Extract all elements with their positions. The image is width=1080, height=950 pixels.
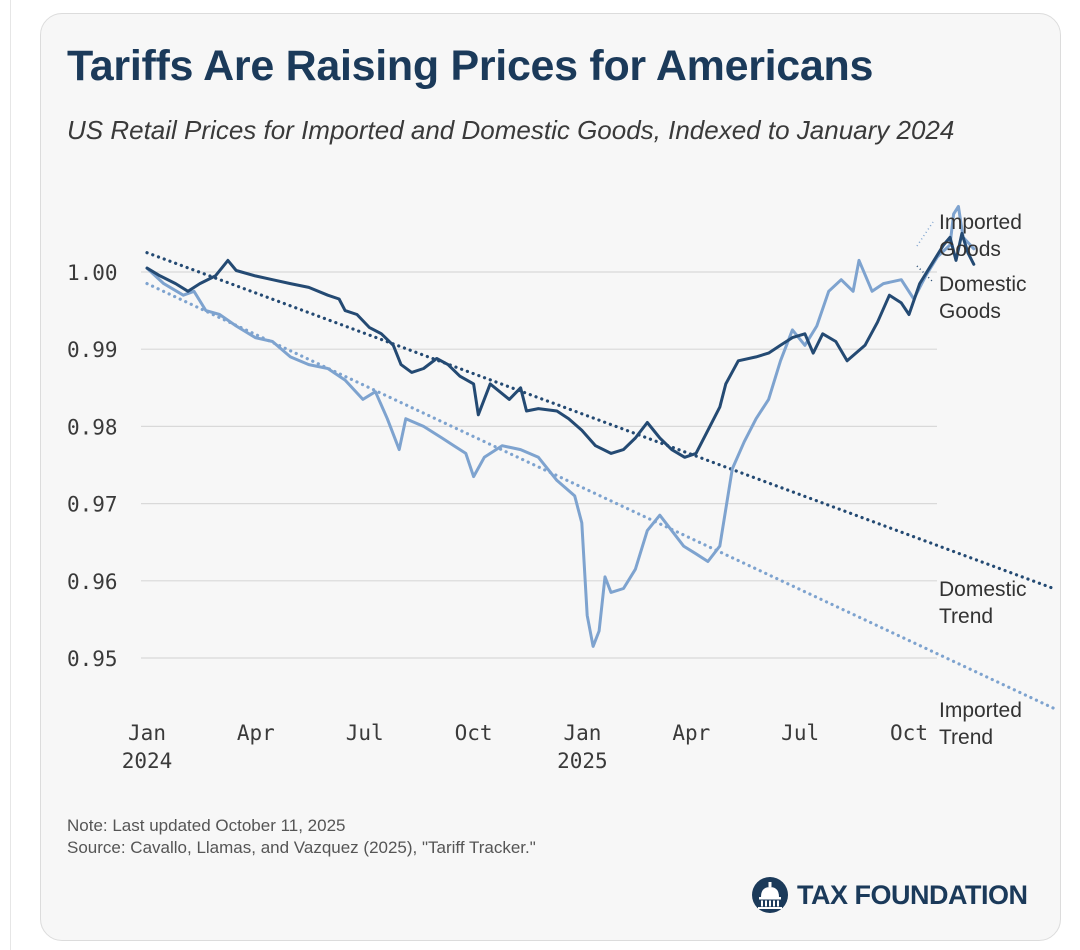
x-tick-label: Jul <box>781 721 819 745</box>
chart-subtitle: US Retail Prices for Imported and Domest… <box>67 115 955 145</box>
footnote: Note: Last updated October 11, 2025 Sour… <box>67 815 536 859</box>
y-tick-label: 0.98 <box>67 415 118 439</box>
imported-trend-line <box>145 282 1056 710</box>
x-axis-tick-labels: Jan 2024 Apr Jul Oct Jan 2025 Apr Jul Oct <box>122 721 928 773</box>
x-tick-year-label: 2025 <box>557 749 608 773</box>
tax-foundation-logo: TAX FOUNDATION <box>751 876 1028 914</box>
imported-goods-line <box>145 204 976 648</box>
line-chart: 1.00 0.99 0.98 0.97 0.96 0.95 Jan 2024 Apr Jul Oc… <box>67 204 1056 773</box>
brand-name: TAX FOUNDATION <box>797 879 1028 910</box>
x-tick-label: Jan <box>563 721 601 745</box>
x-tick-label: Oct <box>455 721 493 745</box>
y-axis-tick-labels: 1.00 0.99 0.98 0.97 0.96 0.95 <box>67 261 118 671</box>
x-tick-year-label: 2024 <box>122 749 173 773</box>
series-lines <box>145 204 1056 710</box>
series-labels: Domestic Goods Imported Goods Domestic Trend I… <box>916 211 1027 749</box>
imported-trend-label: Imported Trend <box>939 699 1022 749</box>
x-tick-label: Apr <box>672 721 710 745</box>
y-tick-label: 0.95 <box>67 647 118 671</box>
domestic-trend-line <box>145 251 1056 591</box>
capitol-dome-icon <box>752 877 788 913</box>
x-tick-label: Apr <box>237 721 275 745</box>
source-text: Source: Cavallo, Llamas, and Vazquez (20… <box>67 838 536 857</box>
imported-goods-label: Imported Goods <box>939 211 1022 261</box>
domestic-goods-line <box>145 231 976 459</box>
page-title: Tariffs Are Raising Prices for Americans <box>67 42 874 90</box>
domestic-goods-label: Domestic Goods <box>939 273 1027 323</box>
x-tick-label: Jan <box>128 721 166 745</box>
domestic-trend-label: Domestic Trend <box>939 578 1027 628</box>
y-tick-label: 0.97 <box>67 493 118 517</box>
chart-card: Tariffs Are Raising Prices for Americans… <box>40 13 1061 941</box>
y-tick-label: 0.96 <box>67 570 118 594</box>
left-edge-divider <box>10 0 11 950</box>
x-tick-label: Jul <box>346 721 384 745</box>
y-tick-label: 1.00 <box>67 261 118 285</box>
note-text: Note: Last updated October 11, 2025 <box>67 816 346 835</box>
y-tick-label: 0.99 <box>67 338 118 362</box>
x-tick-label: Oct <box>890 721 928 745</box>
imported-label-leader <box>916 221 934 247</box>
gridlines <box>141 271 937 659</box>
